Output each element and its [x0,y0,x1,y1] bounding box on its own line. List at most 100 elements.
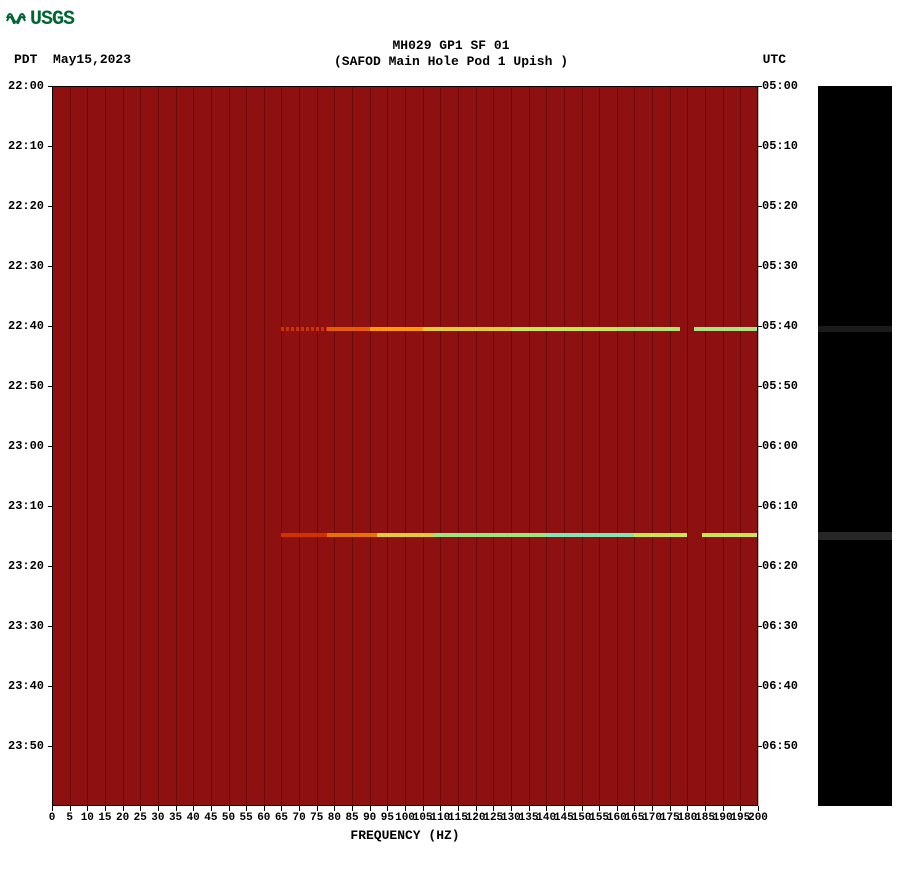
spectral-event [702,533,758,537]
tick-mark [758,206,762,207]
gridline [564,86,565,806]
tick-mark [48,146,52,147]
tick-mark [48,386,52,387]
tick-mark [511,806,512,811]
y-tick-right: 06:40 [762,679,798,693]
gridline [440,86,441,806]
y-tick-left: 22:50 [8,379,44,393]
spectral-event [327,327,369,331]
gridline [582,86,583,806]
tick-mark [546,806,547,811]
tick-mark [140,806,141,811]
tick-mark [317,806,318,811]
tick-mark [176,806,177,811]
gridline [299,86,300,806]
tick-mark [334,806,335,811]
spectral-event [370,327,423,331]
y-tick-right: 06:20 [762,559,798,573]
gridline [458,86,459,806]
gridline [511,86,512,806]
gridline [529,86,530,806]
gridline [105,86,106,806]
x-tick: 60 [257,812,270,824]
tick-mark [599,806,600,811]
x-tick: 0 [49,812,56,824]
x-tick: 65 [275,812,288,824]
tick-mark [476,806,477,811]
x-tick: 35 [169,812,182,824]
tick-mark [48,86,52,87]
tz-left: PDT [14,52,37,67]
tick-mark [758,266,762,267]
spectral-event [281,533,327,537]
y-tick-right: 05:50 [762,379,798,393]
gridline [634,86,635,806]
gridline [176,86,177,806]
tick-mark [617,806,618,811]
colorbar-sidebar [818,86,892,806]
tick-mark [48,566,52,567]
tick-mark [705,806,706,811]
x-tick: 10 [81,812,94,824]
tick-mark [564,806,565,811]
tick-mark [70,806,71,811]
tick-mark [687,806,688,811]
tick-mark [758,386,762,387]
x-tick: 45 [204,812,217,824]
gridline [476,86,477,806]
tick-mark [723,806,724,811]
tick-mark [423,806,424,811]
gridline [370,86,371,806]
gridline [387,86,388,806]
tick-mark [387,806,388,811]
x-tick: 15 [98,812,111,824]
tick-mark [87,806,88,811]
date-label: May15,2023 [53,52,131,67]
y-tick-left: 23:40 [8,679,44,693]
gridline [352,86,353,806]
y-tick-right: 05:30 [762,259,798,273]
y-tick-left: 22:10 [8,139,44,153]
gridline [687,86,688,806]
gridline [193,86,194,806]
spectral-event [377,533,433,537]
tick-mark [281,806,282,811]
wave-icon [6,6,28,31]
y-tick-left: 22:40 [8,319,44,333]
gridline [423,86,424,806]
spectral-event [423,327,511,331]
x-tick: 80 [328,812,341,824]
gridline [405,86,406,806]
tick-mark [158,806,159,811]
x-tick: 5 [66,812,73,824]
y-tick-right: 06:50 [762,739,798,753]
tick-mark [405,806,406,811]
x-tick: 85 [345,812,358,824]
gridline [87,86,88,806]
tick-mark [48,746,52,747]
gridline [617,86,618,806]
gridline [281,86,282,806]
y-tick-left: 22:00 [8,79,44,93]
tick-mark [740,806,741,811]
y-tick-right: 05:00 [762,79,798,93]
gridline [740,86,741,806]
tick-mark [529,806,530,811]
y-tick-left: 23:50 [8,739,44,753]
x-tick: 50 [222,812,235,824]
tick-mark [299,806,300,811]
gridline [52,86,53,806]
tick-mark [48,206,52,207]
tick-mark [634,806,635,811]
gridline [546,86,547,806]
header-left: PDT May15,2023 [14,52,131,67]
tick-mark [758,446,762,447]
gridline [493,86,494,806]
tick-mark [48,266,52,267]
spectral-event [281,327,327,331]
tick-mark [493,806,494,811]
tick-mark [229,806,230,811]
tick-mark [758,806,759,811]
tick-mark [370,806,371,811]
gridline [70,86,71,806]
